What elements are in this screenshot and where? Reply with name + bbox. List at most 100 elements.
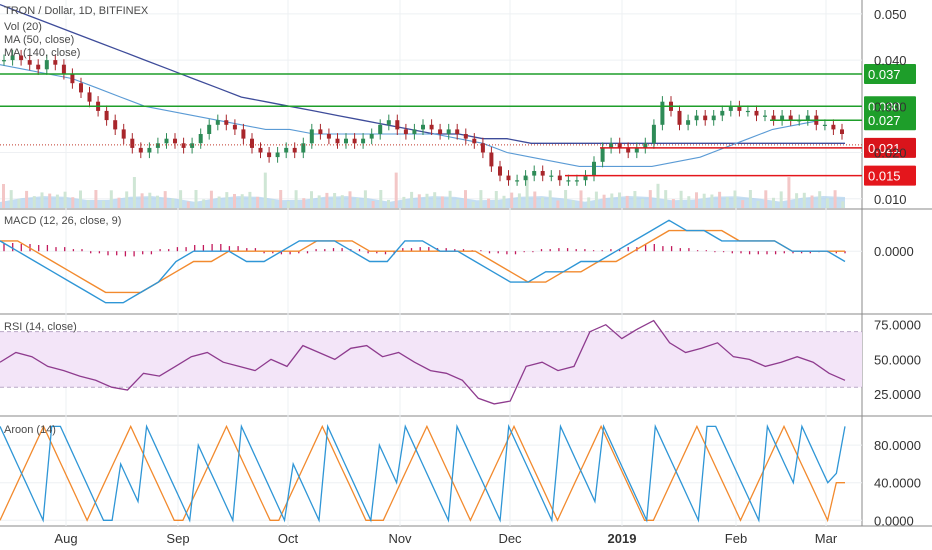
- candle-body: [763, 115, 767, 117]
- volume-bar: [656, 183, 660, 208]
- candle-body: [190, 143, 195, 148]
- volume-bar: [417, 194, 421, 208]
- candle-body: [352, 138, 357, 144]
- volume-bar: [825, 198, 829, 208]
- candle-body: [412, 129, 417, 134]
- volume-bar: [756, 200, 760, 208]
- volume-bar: [533, 191, 537, 208]
- candle-body: [438, 129, 443, 134]
- candle-body: [121, 129, 126, 139]
- candle-body: [840, 129, 844, 134]
- candle-body: [309, 129, 314, 144]
- volume-bar: [510, 192, 514, 208]
- volume-bar: [402, 196, 406, 208]
- volume-bar: [379, 190, 383, 208]
- candle-body: [600, 147, 605, 162]
- candle-body: [61, 64, 66, 74]
- candle-body: [224, 120, 229, 125]
- price-axis-tick: 0.040: [874, 53, 907, 68]
- volume-bar: [279, 190, 283, 208]
- volume-bar: [325, 192, 329, 208]
- candle-body: [335, 138, 340, 144]
- rsi-axis-tick: 25.0000: [874, 387, 921, 402]
- candle-body: [634, 147, 639, 153]
- indicator-legend: MA (140, close): [4, 47, 80, 59]
- volume-bar: [79, 190, 82, 208]
- volume-bar: [440, 196, 444, 208]
- volume-bar: [363, 190, 367, 208]
- candle-body: [446, 129, 451, 134]
- volume-bar: [648, 190, 652, 208]
- volume-bar: [25, 190, 29, 208]
- rsi-band: [0, 331, 862, 388]
- volume-bar: [564, 190, 568, 208]
- candle-body: [44, 60, 49, 70]
- volume-bar: [94, 190, 98, 208]
- volume-bar: [541, 197, 544, 208]
- volume-bar: [156, 195, 159, 208]
- volume-bar: [294, 190, 298, 208]
- x-axis-month-label: Dec: [498, 531, 522, 546]
- volume-bar: [387, 199, 390, 208]
- candle-body: [27, 60, 32, 65]
- candle-body: [609, 143, 614, 148]
- x-axis-month-label: Feb: [725, 531, 747, 546]
- volume-bar: [433, 192, 437, 208]
- aroon-axis-tick: 0.0000: [874, 513, 914, 528]
- volume-bar: [833, 190, 837, 208]
- candle-body: [130, 138, 135, 148]
- volume-bar: [17, 198, 21, 208]
- volume-bar: [140, 193, 144, 208]
- level-price-label: 0.015: [868, 169, 901, 184]
- candle-body: [498, 166, 502, 176]
- symbol-title: TRON / Dollar, 1D, BITFINEX: [4, 5, 149, 17]
- volume-bar: [733, 190, 737, 208]
- candle-body: [566, 180, 571, 182]
- volume-bar: [487, 198, 491, 208]
- volume-bar: [464, 190, 467, 208]
- volume-bar: [741, 200, 745, 208]
- candle-body: [788, 115, 793, 121]
- candle-body: [532, 171, 537, 176]
- candle-body: [771, 115, 776, 121]
- candle-body: [215, 120, 220, 125]
- rsi-axis-tick: 75.0000: [874, 318, 921, 333]
- volume-bar: [371, 201, 375, 208]
- candle-body: [79, 83, 83, 93]
- volume-bar: [517, 193, 521, 208]
- volume-bar: [102, 200, 106, 208]
- candle-body: [677, 110, 682, 125]
- candle-body: [626, 147, 631, 153]
- candle-body: [19, 55, 24, 61]
- candle-body: [643, 143, 648, 148]
- candle-body: [515, 180, 520, 182]
- candle-body: [10, 55, 15, 61]
- volume-bar: [671, 199, 675, 208]
- volume-bar: [687, 196, 691, 208]
- level-price-tag: [864, 165, 916, 186]
- volume-bar: [248, 191, 252, 208]
- candle-body: [660, 101, 665, 125]
- candle-body: [523, 175, 528, 181]
- volume-bar: [702, 193, 706, 208]
- x-axis-month-label: 2019: [608, 531, 637, 546]
- candle-body: [711, 115, 716, 121]
- volume-bar: [194, 190, 198, 208]
- candle-body: [831, 124, 836, 130]
- candle-body: [2, 60, 6, 62]
- volume-bar: [209, 190, 213, 208]
- candle-body: [173, 138, 177, 144]
- x-axis-month-label: Sep: [166, 531, 189, 546]
- volume-bar: [764, 190, 768, 208]
- candle-body: [318, 129, 323, 134]
- macd-axis-tick: 0.0000: [874, 244, 914, 259]
- volume-bar: [2, 184, 5, 208]
- volume-bar: [410, 191, 414, 208]
- volume-bar: [48, 193, 52, 208]
- volume-bar: [340, 195, 344, 208]
- rsi-axis-tick: 50.0000: [874, 352, 921, 367]
- volume-bar: [625, 195, 629, 208]
- candle-body: [472, 138, 477, 144]
